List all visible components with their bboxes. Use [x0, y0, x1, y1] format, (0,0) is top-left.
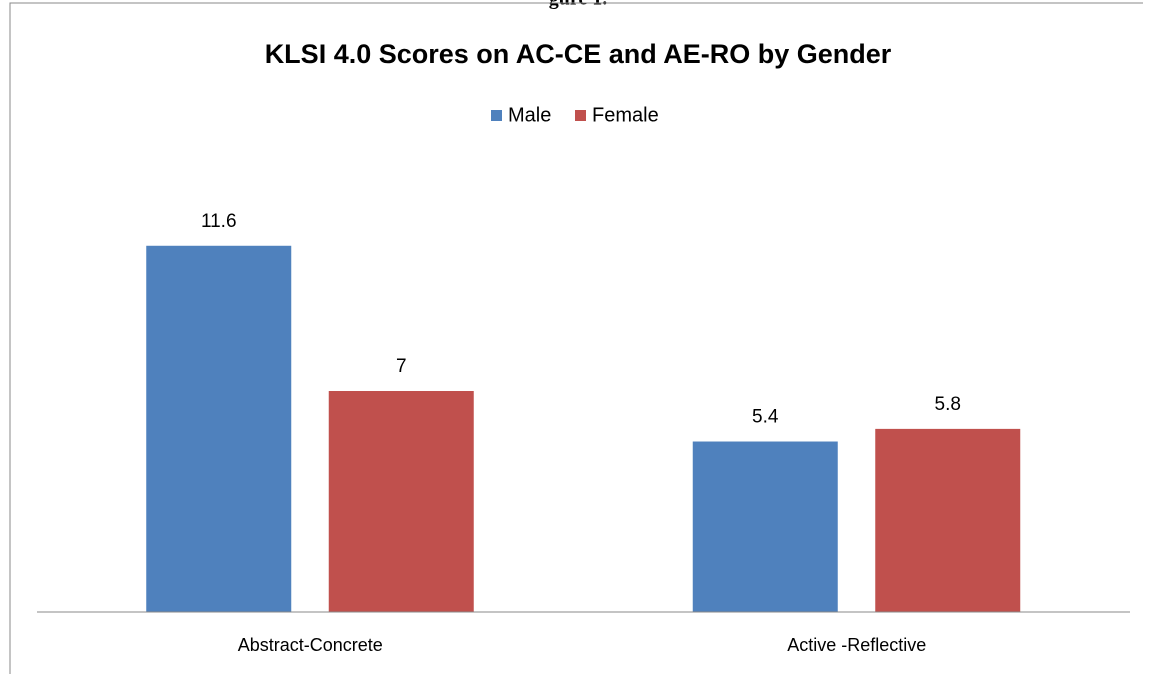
bar — [875, 428, 1021, 612]
data-label: 5.4 — [752, 407, 779, 428]
legend-swatch — [575, 110, 586, 121]
caption: gure 1. — [549, 0, 608, 10]
bar — [146, 245, 292, 612]
x-tick-label: Active -Reflective — [787, 635, 926, 655]
x-tick-label: Abstract-Concrete — [238, 635, 383, 655]
chart-border — [9, 2, 1143, 674]
data-label: 7 — [396, 356, 407, 377]
chart-title: KLSI 4.0 Scores on AC-CE and AE-RO by Ge… — [265, 39, 892, 69]
bar — [328, 391, 474, 612]
legend-label: Female — [592, 104, 659, 126]
data-label: 5.8 — [935, 394, 961, 415]
legend-label: Male — [508, 104, 551, 126]
legend-swatch — [491, 110, 502, 121]
data-label: 11.6 — [201, 211, 237, 232]
bar — [692, 441, 838, 612]
